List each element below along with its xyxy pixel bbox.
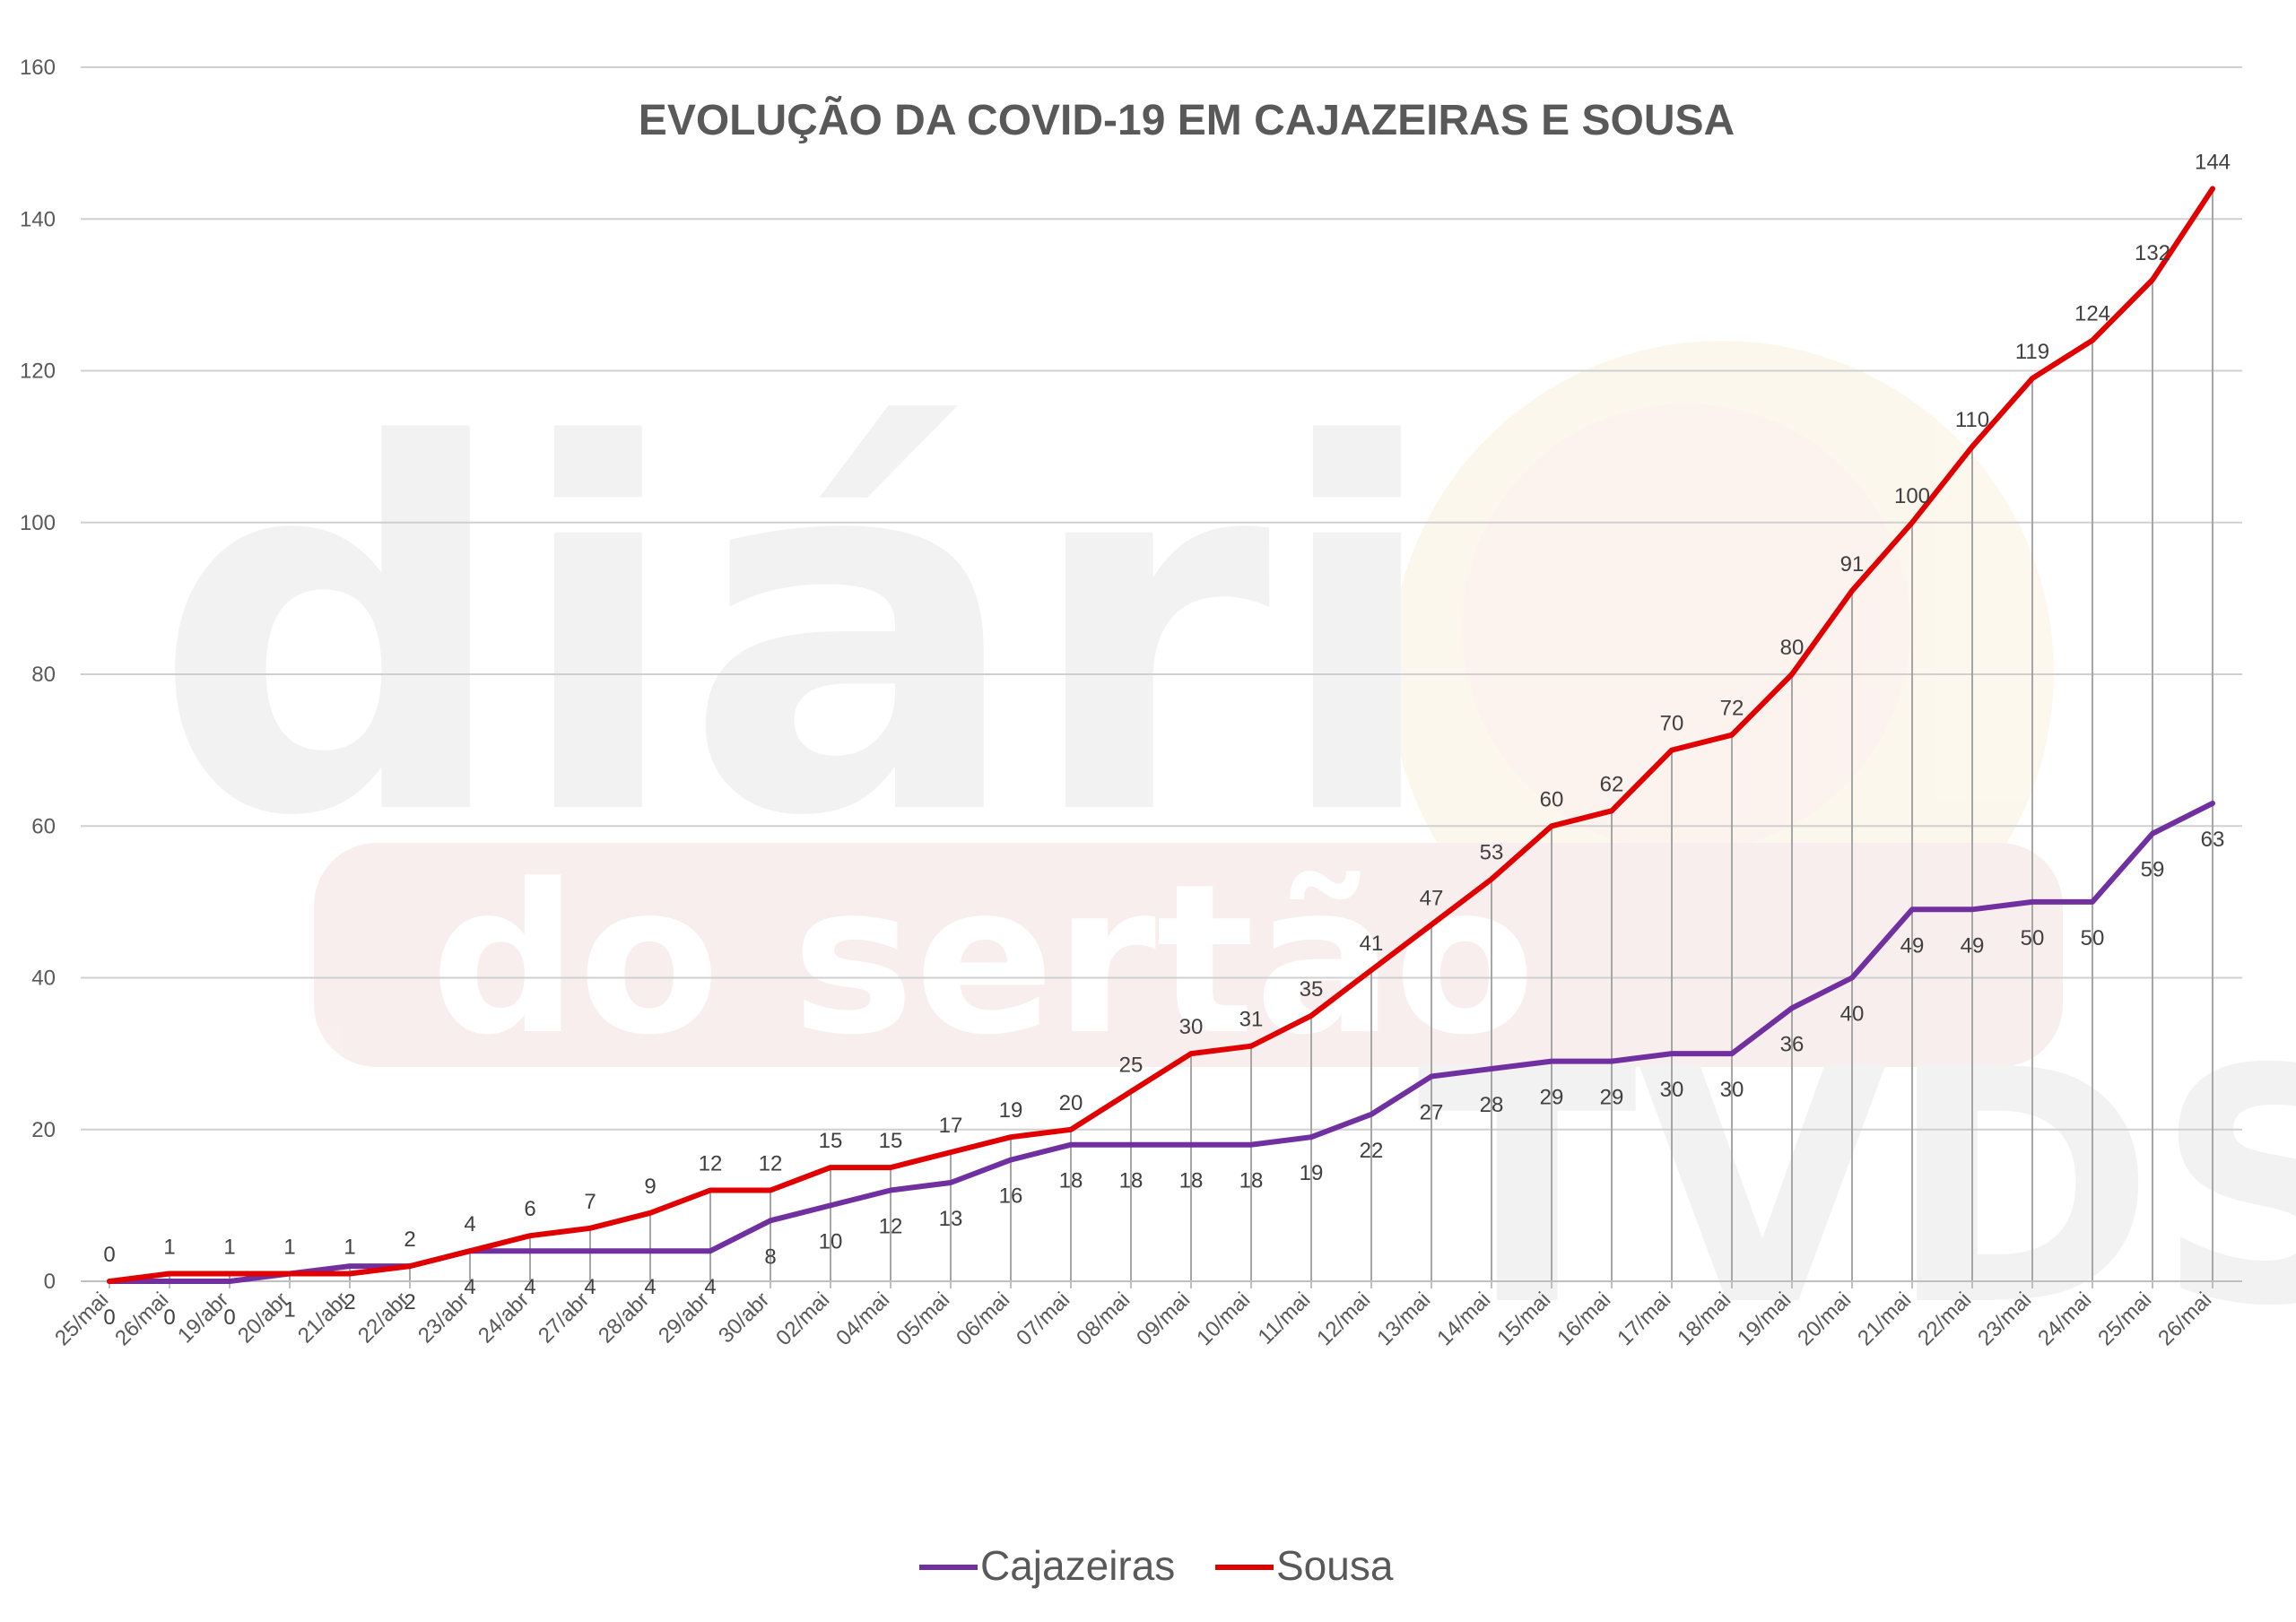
data-label-cajazeiras-28: 36 (1780, 1032, 1805, 1056)
data-label-cajazeiras-4: 2 (344, 1290, 355, 1314)
data-label-sousa-9: 9 (644, 1175, 656, 1199)
data-label-cajazeiras-31: 49 (1961, 933, 1985, 958)
data-label-sousa-22: 47 (1420, 886, 1444, 910)
data-label-sousa-5: 2 (404, 1227, 415, 1252)
y-tick-label-60: 60 (31, 814, 56, 838)
data-label-sousa-2: 1 (223, 1236, 235, 1260)
data-label-sousa-29: 91 (1840, 552, 1865, 577)
legend: Cajazeiras Sousa (919, 1542, 1394, 1589)
watermark-word-tvds: TVDS (1417, 1001, 2296, 1376)
data-label-cajazeiras-34: 59 (2141, 858, 2165, 882)
data-label-cajazeiras-15: 16 (999, 1184, 1023, 1209)
data-label-sousa-33: 124 (2074, 302, 2110, 326)
data-label-sousa-31: 110 (1955, 408, 1989, 432)
data-label-sousa-26: 70 (1660, 712, 1684, 736)
data-label-sousa-18: 30 (1179, 1015, 1204, 1039)
data-label-cajazeiras-14: 13 (939, 1207, 963, 1231)
data-label-sousa-19: 31 (1239, 1008, 1264, 1032)
data-label-sousa-1: 1 (163, 1236, 175, 1260)
data-label-cajazeiras-3: 1 (283, 1298, 295, 1323)
data-label-sousa-3: 1 (283, 1236, 295, 1260)
data-label-cajazeiras-0: 0 (103, 1305, 115, 1330)
watermark-banner (314, 843, 2063, 1067)
data-label-sousa-35: 144 (2195, 150, 2231, 174)
data-label-cajazeiras-5: 2 (404, 1290, 415, 1314)
data-label-cajazeiras-21: 22 (1360, 1139, 1384, 1163)
data-label-cajazeiras-26: 30 (1660, 1078, 1684, 1102)
y-tick-label-80: 80 (31, 663, 56, 687)
data-label-sousa-34: 132 (2135, 241, 2170, 265)
data-label-cajazeiras-7: 4 (524, 1275, 535, 1299)
data-label-sousa-16: 20 (1059, 1091, 1083, 1115)
data-label-cajazeiras-25: 29 (1600, 1086, 1624, 1110)
data-label-cajazeiras-13: 12 (879, 1214, 903, 1238)
data-label-sousa-28: 80 (1780, 636, 1805, 660)
data-label-cajazeiras-12: 10 (819, 1229, 843, 1253)
watermark-globe (1390, 341, 2054, 1004)
watermark-logo: diári do sertão TVDS (152, 341, 2296, 1376)
data-label-sousa-6: 4 (464, 1212, 475, 1236)
data-label-sousa-24: 60 (1540, 787, 1564, 811)
watermark-word-sertao: do sertão (430, 841, 1535, 1080)
data-label-sousa-14: 17 (939, 1114, 963, 1138)
data-label-sousa-4: 1 (344, 1236, 355, 1260)
drop-lines (169, 188, 2213, 1281)
watermark-globe-inner (1462, 403, 1910, 852)
y-tick-label-140: 140 (20, 207, 56, 231)
data-label-sousa-7: 6 (524, 1197, 535, 1221)
data-label-sousa-23: 53 (1480, 840, 1504, 864)
data-label-cajazeiras-6: 4 (464, 1275, 475, 1299)
data-label-sousa-13: 15 (879, 1129, 903, 1153)
y-axis-tick-labels: 0 20 40 60 80 100 120 140 160 (20, 56, 56, 1294)
data-label-cajazeiras-22: 27 (1420, 1101, 1444, 1125)
data-label-cajazeiras-11: 8 (764, 1245, 776, 1269)
data-label-cajazeiras-24: 29 (1540, 1086, 1564, 1110)
y-tick-label-0: 0 (44, 1270, 56, 1294)
chart-title: EVOLUÇÃO DA COVID-19 EM CAJAZEIRAS E SOU… (639, 95, 1735, 144)
data-label-cajazeiras-23: 28 (1480, 1093, 1504, 1117)
data-label-sousa-25: 62 (1600, 772, 1624, 796)
data-label-sousa-10: 12 (699, 1151, 723, 1175)
y-tick-label-40: 40 (31, 967, 56, 991)
data-label-sousa-12: 15 (819, 1129, 843, 1153)
data-label-cajazeiras-29: 40 (1840, 1002, 1865, 1027)
data-label-cajazeiras-9: 4 (644, 1275, 656, 1299)
data-label-cajazeiras-2: 0 (223, 1305, 235, 1330)
data-label-sousa-15: 19 (999, 1098, 1023, 1123)
data-label-cajazeiras-19: 18 (1239, 1169, 1264, 1193)
data-label-cajazeiras-1: 0 (163, 1305, 175, 1330)
data-label-cajazeiras-17: 18 (1119, 1169, 1144, 1193)
data-label-cajazeiras-32: 50 (2021, 926, 2045, 950)
data-label-cajazeiras-33: 50 (2081, 926, 2105, 950)
data-label-cajazeiras-10: 4 (704, 1275, 716, 1299)
data-label-cajazeiras-30: 49 (1900, 933, 1925, 958)
y-tick-label-120: 120 (20, 360, 56, 384)
data-label-cajazeiras-27: 30 (1720, 1078, 1744, 1102)
data-label-sousa-30: 100 (1894, 484, 1930, 508)
data-label-sousa-8: 7 (584, 1190, 596, 1214)
data-label-sousa-17: 25 (1119, 1053, 1144, 1077)
legend-label-sousa: Sousa (1276, 1542, 1394, 1589)
legend-label-cajazeiras: Cajazeiras (980, 1542, 1175, 1589)
data-label-sousa-0: 0 (103, 1243, 115, 1267)
data-label-cajazeiras-35: 63 (2201, 828, 2225, 852)
data-label-sousa-21: 41 (1360, 932, 1384, 956)
series-line-sousa (107, 186, 2215, 1284)
data-label-cajazeiras-16: 18 (1059, 1169, 1083, 1193)
data-label-cajazeiras-20: 19 (1300, 1161, 1324, 1185)
y-tick-label-100: 100 (20, 511, 56, 535)
data-label-sousa-11: 12 (759, 1151, 783, 1175)
data-label-sousa-20: 35 (1300, 977, 1324, 1002)
data-label-sousa-27: 72 (1720, 697, 1744, 721)
data-label-cajazeiras-8: 4 (584, 1275, 596, 1299)
watermark-word-diario: diári (152, 342, 1443, 926)
data-label-sousa-32: 119 (2015, 340, 2049, 364)
y-tick-label-20: 20 (31, 1118, 56, 1142)
series-lines (107, 186, 2215, 1284)
data-label-cajazeiras-18: 18 (1179, 1169, 1204, 1193)
y-tick-label-160: 160 (20, 56, 56, 80)
